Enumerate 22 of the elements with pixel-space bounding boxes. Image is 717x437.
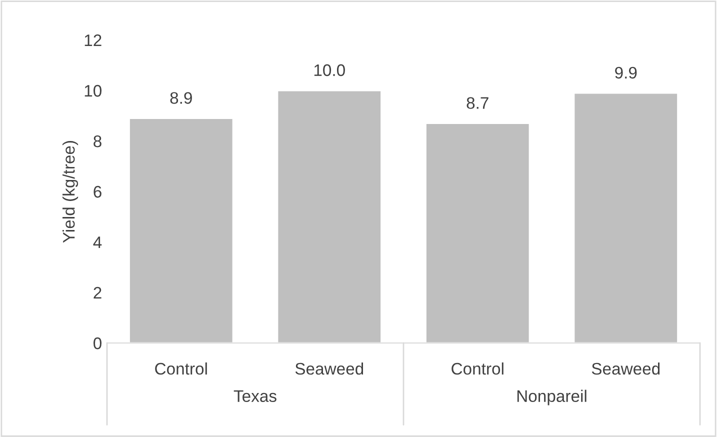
data-label: 8.9 <box>170 92 192 104</box>
x-tick-label: Control <box>452 362 504 375</box>
y-axis-title: Yield (kg/tree) <box>62 140 78 243</box>
data-label: 9.9 <box>615 66 637 79</box>
y-tick-label: 6 <box>94 186 102 198</box>
y-tick-label: 0 <box>94 337 102 350</box>
bar <box>128 118 234 343</box>
x-tick-label: Control <box>155 362 207 375</box>
y-tick-label: 2 <box>94 286 102 299</box>
x-tick-label: Seaweed <box>592 362 660 375</box>
bar <box>276 90 382 343</box>
y-tick-label: 12 <box>84 34 102 46</box>
bar <box>425 122 530 343</box>
data-label: 10.0 <box>314 64 345 76</box>
x-tick-label: Seaweed <box>295 362 364 375</box>
text: Nonpareil <box>517 390 586 406</box>
text: Texas <box>234 390 276 402</box>
bar <box>573 92 678 343</box>
y-tick-label: 10 <box>84 84 102 97</box>
y-tick-label: 4 <box>93 236 102 248</box>
data-label: 8.7 <box>466 97 488 109</box>
y-tick-label: 8 <box>94 135 102 148</box>
